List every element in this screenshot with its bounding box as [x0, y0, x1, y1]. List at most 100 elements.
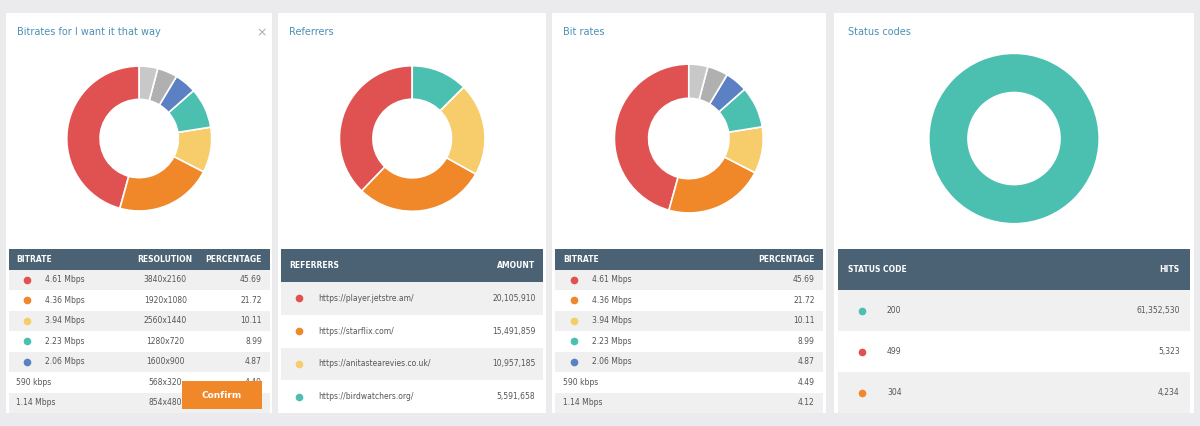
- Text: 568x320: 568x320: [149, 378, 182, 387]
- Text: 8.99: 8.99: [245, 337, 262, 346]
- Wedge shape: [340, 66, 413, 191]
- Text: 61,352,530: 61,352,530: [1136, 306, 1180, 315]
- Text: STATUS CODE: STATUS CODE: [848, 265, 907, 274]
- Text: https://starflix.com/: https://starflix.com/: [318, 327, 394, 336]
- FancyBboxPatch shape: [554, 249, 823, 270]
- Text: Confirm: Confirm: [202, 391, 242, 400]
- Text: 2.23 Mbps: 2.23 Mbps: [593, 337, 631, 346]
- FancyBboxPatch shape: [8, 351, 270, 372]
- FancyBboxPatch shape: [838, 249, 1190, 290]
- FancyBboxPatch shape: [274, 5, 551, 421]
- Text: 15,491,859: 15,491,859: [492, 327, 535, 336]
- FancyBboxPatch shape: [838, 331, 1190, 372]
- Text: 4.87: 4.87: [245, 357, 262, 366]
- FancyBboxPatch shape: [554, 311, 823, 331]
- Wedge shape: [168, 91, 211, 132]
- FancyBboxPatch shape: [838, 290, 1190, 331]
- FancyBboxPatch shape: [8, 249, 270, 270]
- FancyBboxPatch shape: [281, 282, 544, 315]
- FancyBboxPatch shape: [281, 249, 544, 282]
- FancyBboxPatch shape: [175, 379, 268, 412]
- Text: 2.06 Mbps: 2.06 Mbps: [593, 357, 632, 366]
- Text: Bitrates for I want it that way: Bitrates for I want it that way: [17, 27, 161, 37]
- Text: Bit rates: Bit rates: [563, 27, 605, 37]
- FancyBboxPatch shape: [838, 372, 1190, 413]
- Text: 21.72: 21.72: [793, 296, 815, 305]
- Wedge shape: [149, 69, 176, 105]
- Wedge shape: [120, 156, 204, 211]
- Text: 10.11: 10.11: [793, 317, 815, 325]
- Text: BITRATE: BITRATE: [563, 255, 599, 264]
- Text: 2.23 Mbps: 2.23 Mbps: [46, 337, 85, 346]
- Wedge shape: [413, 66, 463, 111]
- FancyBboxPatch shape: [554, 270, 823, 290]
- Wedge shape: [361, 158, 475, 211]
- FancyBboxPatch shape: [554, 290, 823, 311]
- Text: 5,591,658: 5,591,658: [497, 392, 535, 401]
- FancyBboxPatch shape: [8, 290, 270, 311]
- Text: 4.36 Mbps: 4.36 Mbps: [593, 296, 632, 305]
- Text: 1920x1080: 1920x1080: [144, 296, 187, 305]
- FancyBboxPatch shape: [8, 372, 270, 393]
- Text: 1.14 Mbps: 1.14 Mbps: [563, 398, 602, 407]
- Text: 4.61 Mbps: 4.61 Mbps: [593, 275, 632, 284]
- FancyBboxPatch shape: [281, 315, 544, 348]
- Wedge shape: [174, 127, 211, 172]
- Text: 4.12: 4.12: [798, 398, 815, 407]
- FancyBboxPatch shape: [554, 351, 823, 372]
- Text: 4.49: 4.49: [798, 378, 815, 387]
- FancyBboxPatch shape: [546, 5, 832, 421]
- Text: 8.99: 8.99: [798, 337, 815, 346]
- FancyBboxPatch shape: [8, 311, 270, 331]
- Text: Status codes: Status codes: [848, 27, 911, 37]
- Text: 4.87: 4.87: [798, 357, 815, 366]
- FancyBboxPatch shape: [554, 393, 823, 413]
- FancyBboxPatch shape: [8, 393, 270, 413]
- Text: 4.36 Mbps: 4.36 Mbps: [46, 296, 85, 305]
- FancyBboxPatch shape: [1, 5, 277, 421]
- Text: 1600x900: 1600x900: [146, 357, 185, 366]
- FancyBboxPatch shape: [8, 331, 270, 351]
- Text: 4.12: 4.12: [245, 398, 262, 407]
- Text: 4,234: 4,234: [1158, 388, 1180, 397]
- Text: 499: 499: [887, 347, 901, 356]
- Text: 10.11: 10.11: [240, 317, 262, 325]
- Text: 45.69: 45.69: [240, 275, 262, 284]
- Text: PERCENTAGE: PERCENTAGE: [758, 255, 815, 264]
- Wedge shape: [668, 157, 755, 213]
- Text: https://birdwatchers.org/: https://birdwatchers.org/: [318, 392, 413, 401]
- Text: 1280x720: 1280x720: [146, 337, 185, 346]
- Text: 45.69: 45.69: [793, 275, 815, 284]
- FancyBboxPatch shape: [8, 270, 270, 290]
- Wedge shape: [160, 76, 193, 112]
- Text: Referrers: Referrers: [289, 27, 334, 37]
- Text: 21.72: 21.72: [240, 296, 262, 305]
- Text: 5,323: 5,323: [1158, 347, 1180, 356]
- Text: 590 kbps: 590 kbps: [17, 378, 52, 387]
- FancyBboxPatch shape: [827, 5, 1200, 421]
- Text: 3.94 Mbps: 3.94 Mbps: [593, 317, 632, 325]
- Wedge shape: [440, 87, 485, 174]
- Text: 304: 304: [887, 388, 901, 397]
- Text: 10,957,185: 10,957,185: [492, 360, 535, 368]
- Text: 1.14 Mbps: 1.14 Mbps: [17, 398, 56, 407]
- Wedge shape: [929, 53, 1099, 224]
- Text: BITRATE: BITRATE: [17, 255, 53, 264]
- Wedge shape: [614, 64, 689, 210]
- Text: 3.94 Mbps: 3.94 Mbps: [46, 317, 85, 325]
- Wedge shape: [700, 66, 727, 104]
- FancyBboxPatch shape: [281, 380, 544, 413]
- Text: 590 kbps: 590 kbps: [563, 378, 598, 387]
- Text: https://anitastearevies.co.uk/: https://anitastearevies.co.uk/: [318, 360, 431, 368]
- Wedge shape: [725, 127, 763, 173]
- Wedge shape: [709, 75, 744, 112]
- Text: 200: 200: [887, 306, 901, 315]
- Text: AMOUNT: AMOUNT: [497, 261, 535, 270]
- FancyBboxPatch shape: [281, 348, 544, 380]
- Text: RESOLUTION: RESOLUTION: [138, 255, 193, 264]
- FancyBboxPatch shape: [554, 372, 823, 393]
- Text: https://player.jetstre.am/: https://player.jetstre.am/: [318, 294, 414, 303]
- FancyBboxPatch shape: [554, 331, 823, 351]
- Wedge shape: [139, 66, 157, 101]
- Text: REFERRERS: REFERRERS: [289, 261, 338, 270]
